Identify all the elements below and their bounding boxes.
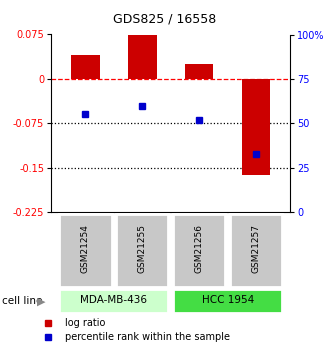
FancyBboxPatch shape xyxy=(59,289,169,313)
FancyBboxPatch shape xyxy=(59,214,112,287)
Text: GSM21254: GSM21254 xyxy=(81,224,90,273)
Text: percentile rank within the sample: percentile rank within the sample xyxy=(65,332,230,342)
Text: GDS825 / 16558: GDS825 / 16558 xyxy=(114,12,216,25)
Text: MDA-MB-436: MDA-MB-436 xyxy=(80,296,147,305)
FancyBboxPatch shape xyxy=(173,289,282,313)
Bar xyxy=(242,79,271,176)
FancyBboxPatch shape xyxy=(116,214,169,287)
Text: GSM21256: GSM21256 xyxy=(195,224,204,273)
Text: HCC 1954: HCC 1954 xyxy=(202,296,254,305)
Bar xyxy=(185,64,214,79)
Text: log ratio: log ratio xyxy=(65,318,106,327)
FancyBboxPatch shape xyxy=(230,214,282,287)
Text: GSM21255: GSM21255 xyxy=(138,224,147,273)
FancyBboxPatch shape xyxy=(173,214,225,287)
Text: cell line: cell line xyxy=(2,296,42,306)
Bar xyxy=(71,55,100,79)
Text: GSM21257: GSM21257 xyxy=(252,224,261,273)
Text: ▶: ▶ xyxy=(37,296,46,306)
Bar xyxy=(128,34,156,79)
